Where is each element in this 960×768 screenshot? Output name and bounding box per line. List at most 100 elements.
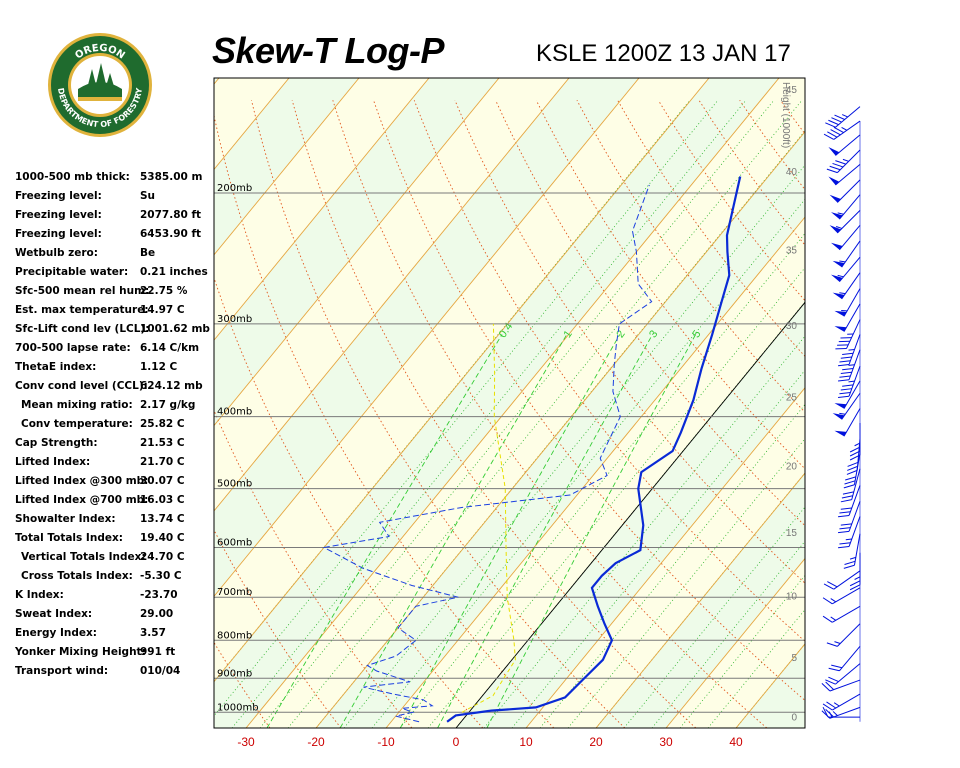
zero-isotherm-line: [455, 301, 805, 728]
mixing-ratio-line: [486, 334, 697, 728]
isotherm-line: [214, 78, 500, 427]
index-row: Sfc-500 mean rel hum: 22.75 %: [15, 282, 215, 301]
index-label: Freezing level:: [15, 190, 102, 202]
index-label: Lifted Index @300 mb:: [15, 475, 149, 487]
index-label: Yonker Mixing Height:: [15, 646, 146, 658]
index-label: Precipitable water:: [15, 266, 129, 278]
series-line-dewpoint: [322, 184, 653, 723]
wind-barb: [838, 334, 861, 367]
svg-text:OREGON: OREGON: [73, 43, 126, 62]
wind-barb: [838, 485, 861, 518]
oregon-forestry-logo: OREGON DEPARTMENT OF FORESTRY: [46, 31, 154, 139]
wind-barb: [838, 501, 861, 534]
height-tick-label: 0: [791, 713, 797, 724]
chart-subtitle: KSLE 1200Z 13 JAN 17: [536, 40, 791, 67]
index-row: Freezing level: 2077.80 ft: [15, 206, 215, 225]
index-label: Wetbulb zero:: [15, 247, 98, 259]
index-label: Transport wind:: [15, 665, 109, 677]
isotherm-line: [214, 78, 360, 256]
wind-barb: [838, 516, 861, 549]
isotherm-line: [214, 78, 640, 598]
index-row: Freezing level: Su: [15, 187, 215, 206]
wind-barb: [838, 349, 861, 382]
wind-barb: [832, 392, 861, 420]
index-value: 6453.90 ft: [140, 228, 202, 240]
wind-barb: [828, 164, 861, 186]
isotherm-line: [595, 472, 805, 728]
index-label: Energy Index:: [15, 627, 97, 639]
index-row: Total Totals Index: 19.40 C: [15, 529, 215, 548]
index-value: Be: [140, 247, 156, 259]
isobar-label: 800mb: [217, 630, 252, 641]
wind-barb: [831, 224, 861, 251]
index-row: ThetaE index: 1.12 C: [15, 358, 215, 377]
wind-barb: [828, 134, 861, 156]
index-value: 2077.80 ft: [140, 209, 202, 221]
wind-barb: [834, 288, 861, 317]
isotherm-line: [214, 78, 570, 512]
index-row: Sfc-Lift cond lev (LCL): 1001.62 mb: [15, 320, 215, 339]
index-value: 14.97 C: [140, 304, 185, 316]
height-tick-label: 15: [786, 528, 798, 539]
height-tick-label: 25: [786, 393, 798, 404]
index-row: 1000-500 mb thick: 5385.00 m: [15, 168, 215, 187]
index-value: 3.57: [140, 627, 166, 639]
index-value: 5385.00 m: [140, 171, 203, 183]
wind-barb: [834, 303, 861, 332]
wind-barb: [843, 453, 861, 489]
wind-barb: [821, 706, 861, 719]
index-label: Lifted Index:: [15, 456, 91, 468]
index-value: 25.82 C: [140, 418, 185, 430]
index-row: Precipitable water: 0.21 inches: [15, 263, 215, 282]
index-label: 1000-500 mb thick:: [15, 171, 130, 183]
wind-barb: [822, 693, 861, 711]
index-label: Cross Totals Index:: [21, 570, 133, 582]
index-value: 010/04: [140, 665, 181, 677]
index-label: Est. max temperature:: [15, 304, 149, 316]
wind-barb: [840, 468, 861, 503]
index-row: Conv temperature: 25.82 C: [15, 415, 215, 434]
index-row: Showalter Index: 13.74 C: [15, 510, 215, 529]
index-row: Energy Index: 3.57: [15, 624, 215, 643]
index-value: -23.70: [140, 589, 178, 601]
height-tick-label: 10: [786, 592, 798, 603]
height-tick-label: 30: [786, 321, 798, 332]
index-value: 0.21 inches: [140, 266, 208, 278]
index-label: Sweat Index:: [15, 608, 93, 620]
index-row: Lifted Index @700 mb: 16.03 C: [15, 491, 215, 510]
index-row: Cross Totals Index: -5.30 C: [15, 567, 215, 586]
isobar-label: 300mb: [217, 314, 252, 325]
index-row: Freezing level: 6453.90 ft: [15, 225, 215, 244]
index-value: 1.12 C: [140, 361, 178, 373]
wind-barb: [825, 106, 861, 128]
wind-barb: [821, 679, 861, 692]
x-tick-label: -10: [377, 735, 395, 749]
index-value: 6.14 C/km: [140, 342, 200, 354]
index-value: 19.40 C: [140, 532, 185, 544]
index-value: 24.70 C: [140, 551, 185, 563]
index-value: 16.03 C: [140, 494, 185, 506]
wind-barb: [826, 149, 861, 174]
index-label: 700-500 lapse rate:: [15, 342, 131, 354]
plot-area: 0.4 1 2 3 5200mb300mb400mb500mb600mb700mb800…: [214, 78, 805, 728]
isotherm-line: [525, 387, 805, 728]
wind-barb: [829, 179, 861, 203]
index-row: Sweat Index: 29.00: [15, 605, 215, 624]
index-label: Lifted Index @700 mb:: [15, 494, 149, 506]
index-row: Cap Strength: 21.53 C: [15, 434, 215, 453]
mixing-ratio-label: 2: [614, 328, 627, 340]
index-row: K Index: -23.70: [15, 586, 215, 605]
wind-barb: [834, 380, 861, 409]
isotherm-line: [214, 78, 430, 341]
chart-title: Skew-T Log-P: [212, 30, 445, 71]
index-row: Lifted Index: 21.70 C: [15, 453, 215, 472]
index-value: 991 ft: [140, 646, 176, 658]
index-value: 30.07 C: [140, 475, 185, 487]
isobar-label: 900mb: [217, 668, 252, 679]
series-line-temperature: [446, 176, 742, 723]
index-label: Freezing level:: [15, 209, 102, 221]
mixing-ratio-label: 3: [647, 328, 660, 340]
wind-barb: [826, 623, 861, 647]
wind-barb: [843, 533, 861, 569]
